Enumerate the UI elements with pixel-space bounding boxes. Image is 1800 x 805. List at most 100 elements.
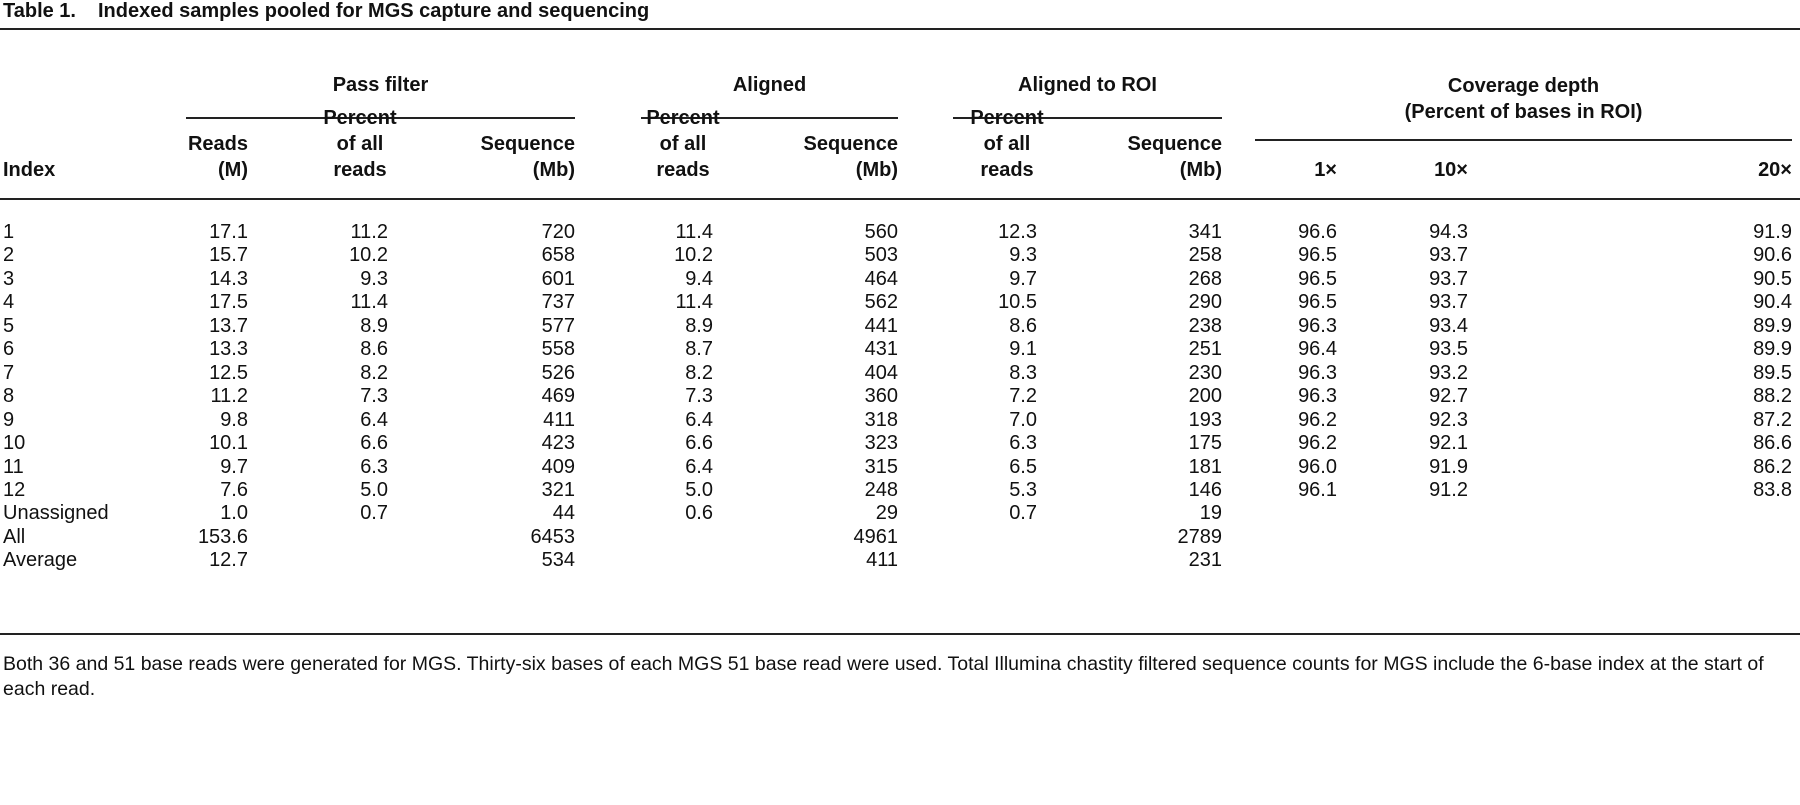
- cell-reads-m: 17.1: [209, 221, 248, 243]
- cell-roi-pct: 9.7: [1009, 267, 1037, 290]
- cell-aligned-pct: 10.2: [674, 244, 713, 267]
- cell-cov-20x: 83.8: [1753, 478, 1792, 501]
- header-reads: (M): [218, 159, 248, 181]
- group-coverage-title: Coverage depth: [1447, 75, 1600, 97]
- cell-roi-seq: 175: [1188, 432, 1222, 455]
- cell-reads-m: 9.8: [220, 408, 248, 431]
- header-sequence: (Mb): [855, 159, 898, 181]
- cell-roi-pct: 7.2: [1009, 385, 1037, 408]
- header-reads: Reads: [187, 133, 248, 155]
- cell-roi-seq: 238: [1188, 314, 1222, 337]
- cell-cov-1x: 96.1: [1298, 478, 1337, 501]
- group-line: [953, 117, 1222, 119]
- cell-cov-10x: 91.2: [1429, 478, 1468, 501]
- cell-pass-pct: 11.4: [350, 291, 388, 314]
- cell-cov-20x: 90.6: [1753, 244, 1792, 267]
- cell-aligned-seq: 431: [864, 338, 898, 361]
- cell-index: 2: [3, 244, 15, 267]
- cell-index: All: [3, 525, 26, 548]
- cell-roi-pct: 8.6: [1009, 314, 1037, 337]
- table-label: Table 1.: [3, 0, 76, 22]
- cell-pass-pct: 6.4: [360, 408, 388, 431]
- cell-roi-seq: 290: [1188, 291, 1222, 314]
- cell-reads-m: 10.1: [209, 432, 248, 455]
- header-percent-of-all-reads: reads: [656, 159, 710, 181]
- header-coverage-1x: 1×: [1314, 159, 1337, 181]
- header-sequence: Sequence: [803, 133, 898, 155]
- cell-cov-10x: 93.7: [1429, 291, 1468, 314]
- cell-index: 5: [3, 314, 15, 337]
- cell-roi-seq: 193: [1188, 408, 1222, 431]
- cell-pass-pct: 0.7: [360, 502, 388, 525]
- cell-cov-20x: 86.6: [1753, 432, 1792, 455]
- cell-pass-seq: 577: [541, 314, 575, 337]
- table-title: Table 1. Indexed samples pooled for MGS c…: [3, 0, 649, 23]
- cell-cov-10x: 93.2: [1429, 361, 1468, 384]
- cell-roi-seq: 251: [1188, 338, 1222, 361]
- cell-reads-m: 17.5: [209, 291, 248, 314]
- cell-aligned-seq: 560: [864, 221, 898, 243]
- cell-pass-pct: 11.2: [350, 221, 388, 243]
- cell-pass-pct: 8.2: [360, 361, 388, 384]
- cell-index: 3: [3, 267, 15, 290]
- cell-cov-1x: 96.3: [1298, 361, 1337, 384]
- cell-roi-pct: 6.3: [1009, 432, 1037, 455]
- cell-aligned-pct: 0.6: [685, 502, 713, 525]
- cell-roi-pct: 9.1: [1009, 338, 1037, 361]
- cell-cov-1x: 96.2: [1298, 432, 1337, 455]
- table-footnote: Both 36 and 51 base reads were generated…: [3, 653, 1764, 700]
- cell-reads-m: 15.7: [209, 244, 248, 267]
- cell-cov-20x: 86.2: [1753, 455, 1792, 478]
- cell-pass-seq: 558: [541, 338, 575, 361]
- header-sequence: Sequence: [480, 133, 575, 155]
- cell-aligned-seq: 503: [864, 244, 898, 267]
- header-sequence: (Mb): [532, 159, 575, 181]
- cell-aligned-pct: 8.2: [685, 361, 713, 384]
- cell-roi-seq: 230: [1188, 361, 1222, 384]
- cell-pass-seq: 411: [543, 408, 575, 431]
- cell-reads-m: 7.6: [220, 478, 248, 501]
- group-line: [186, 117, 575, 119]
- cell-aligned-pct: 9.4: [685, 267, 713, 290]
- cell-cov-1x: 96.0: [1298, 455, 1337, 478]
- cell-index: 8: [3, 385, 15, 408]
- header-percent-of-all-reads: Percent: [646, 107, 720, 129]
- cell-cov-20x: 87.2: [1753, 408, 1792, 431]
- cell-roi-seq: 231: [1188, 549, 1222, 572]
- cell-cov-1x: 96.2: [1298, 408, 1337, 431]
- cell-roi-pct: 7.0: [1009, 408, 1037, 431]
- cell-roi-pct: 10.5: [998, 291, 1037, 314]
- cell-index: 12: [3, 478, 26, 501]
- cell-cov-1x: 96.3: [1298, 314, 1337, 337]
- cell-pass-pct: 7.3: [360, 385, 388, 408]
- cell-cov-10x: 91.9: [1429, 455, 1468, 478]
- group-pass-filter: Pass filter: [332, 74, 429, 96]
- cell-pass-pct: 6.3: [360, 455, 388, 478]
- header-rule: [0, 198, 1800, 200]
- cell-index: Unassigned: [3, 502, 109, 525]
- cell-pass-seq: 321: [541, 478, 575, 501]
- cell-aligned-pct: 5.0: [685, 478, 713, 501]
- cell-cov-1x: 96.5: [1298, 291, 1337, 314]
- cell-aligned-pct: 6.4: [685, 455, 713, 478]
- header-percent-of-all-reads: of all: [983, 133, 1031, 155]
- cell-aligned-pct: 7.3: [685, 385, 713, 408]
- cell-cov-10x: 92.3: [1429, 408, 1468, 431]
- cell-reads-m: 1.0: [220, 502, 248, 525]
- cell-reads-m: 13.3: [209, 338, 248, 361]
- cell-aligned-pct: 8.9: [685, 314, 713, 337]
- cell-aligned-pct: 11.4: [675, 221, 713, 243]
- header-coverage-10x: 10×: [1434, 159, 1468, 181]
- cell-aligned-seq: 464: [864, 267, 898, 290]
- cell-index: 10: [3, 432, 26, 455]
- cell-aligned-seq: 4961: [853, 525, 899, 548]
- cell-reads-m: 14.3: [209, 267, 248, 290]
- cell-cov-1x: 96.3: [1298, 385, 1337, 408]
- cell-roi-seq: 268: [1188, 267, 1222, 290]
- cell-aligned-seq: 315: [864, 455, 898, 478]
- table-caption: Indexed samples pooled for MGS capture a…: [98, 0, 650, 22]
- header-sequence: (Mb): [1179, 159, 1222, 181]
- cell-cov-10x: 92.7: [1429, 385, 1468, 408]
- cell-aligned-seq: 29: [875, 502, 898, 525]
- cell-cov-20x: 89.5: [1753, 361, 1792, 384]
